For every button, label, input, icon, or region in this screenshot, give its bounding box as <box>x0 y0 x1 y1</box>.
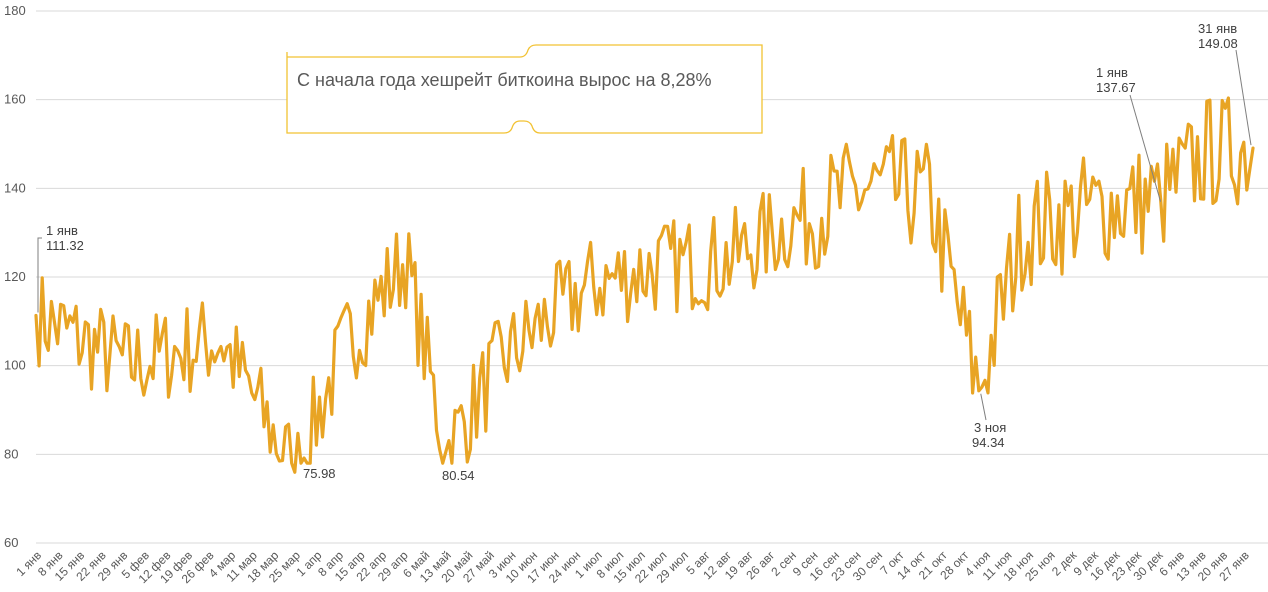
annotation-value: 94.34 <box>972 435 1005 450</box>
annotation: 80.54 <box>442 468 475 483</box>
annotation-value: 137.67 <box>1096 80 1136 95</box>
y-tick-label: 140 <box>4 180 26 195</box>
annotation-leader <box>980 393 987 421</box>
annotation-value: 75.98 <box>303 466 336 481</box>
y-tick-label: 180 <box>4 3 26 18</box>
y-tick-label: 120 <box>4 269 26 284</box>
annotation-value: 111.32 <box>46 238 84 253</box>
annotation: 75.98 <box>303 466 336 481</box>
annotation-leader <box>37 237 42 313</box>
callout-text: С начала года хешрейт биткоина вырос на … <box>297 70 712 90</box>
y-axis-ticks: 60 80 100 120 140 160 180 <box>4 3 26 550</box>
annotation-date: 1 янв <box>1096 65 1128 80</box>
y-tick-label: 80 <box>4 446 18 461</box>
callout-shape <box>286 44 763 134</box>
annotation-date: 1 янв <box>46 223 78 238</box>
annotation-date: 31 янв <box>1198 21 1237 36</box>
y-tick-label: 60 <box>4 535 18 550</box>
annotation-date: 3 ноя <box>974 420 1006 435</box>
annotation-leader <box>1235 49 1252 146</box>
y-tick-label: 100 <box>4 358 26 373</box>
annotation-leader <box>1129 94 1162 202</box>
hashrate-series-line <box>34 96 1255 474</box>
annotation-value: 149.08 <box>1198 36 1238 51</box>
y-tick-label: 160 <box>4 92 26 107</box>
annotation-value: 80.54 <box>442 468 475 483</box>
callout-box: С начала года хешрейт биткоина вырос на … <box>286 44 763 134</box>
